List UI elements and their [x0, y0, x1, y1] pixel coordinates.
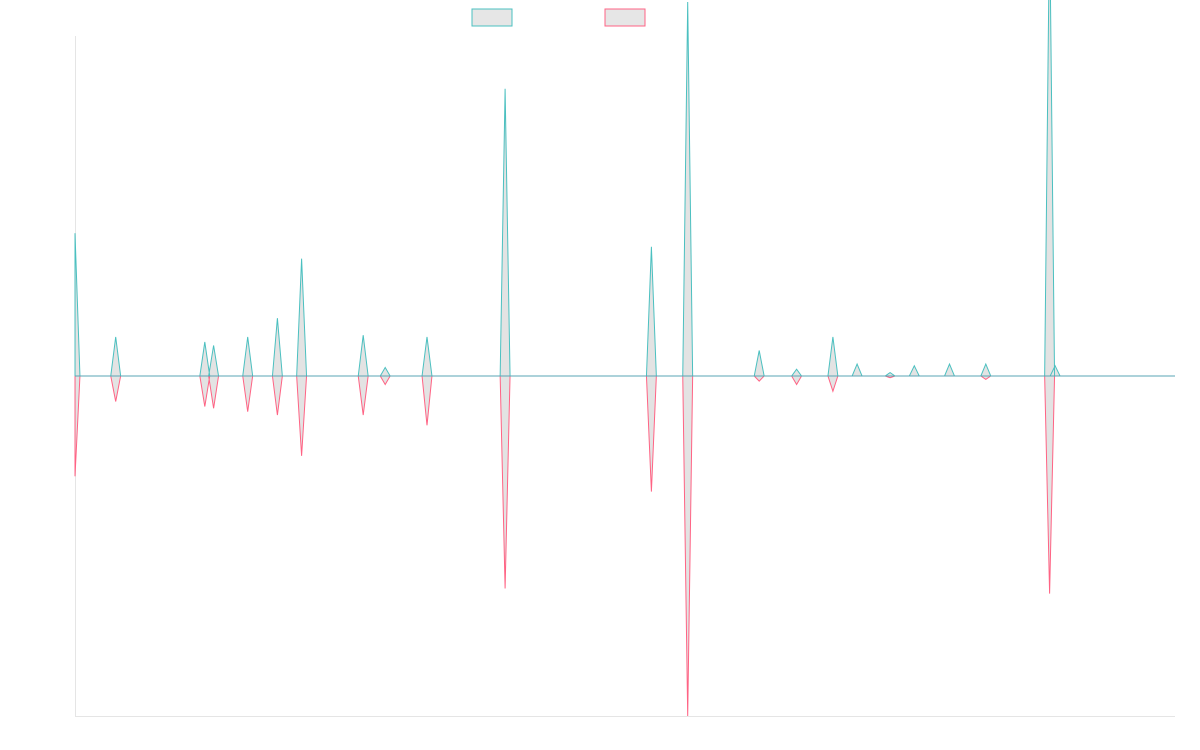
- series-2-point-11[interactable]: [503, 587, 507, 591]
- series-layer: [73, 0, 1175, 718]
- series-1-point-9[interactable]: [383, 366, 387, 370]
- legend-swatch-series-1: [471, 8, 513, 27]
- series-2-point-19[interactable]: [1048, 592, 1052, 596]
- series-2-point-7[interactable]: [300, 454, 304, 458]
- series-1-point-19[interactable]: [888, 371, 892, 375]
- series-2-point-14[interactable]: [757, 379, 761, 383]
- series-1-point-7[interactable]: [300, 257, 304, 261]
- series-1-point-8[interactable]: [361, 333, 365, 337]
- series-1-area: [75, 0, 1175, 376]
- series-2-point-15[interactable]: [795, 383, 799, 387]
- series-2: [73, 375, 1175, 718]
- series-2-point-2[interactable]: [114, 400, 118, 404]
- series-1-point-10[interactable]: [425, 335, 429, 339]
- legend-swatch-series-2: [604, 8, 646, 27]
- series-2-point-6[interactable]: [275, 413, 279, 417]
- series-1-point-24[interactable]: [1053, 364, 1057, 368]
- series-2-point-1[interactable]: [73, 474, 77, 478]
- plot-area: [73, 0, 1175, 718]
- series-2-point-16[interactable]: [831, 389, 835, 393]
- series-1-point-16[interactable]: [831, 335, 835, 339]
- series-2-point-13[interactable]: [686, 714, 690, 718]
- series-1-point-1[interactable]: [73, 231, 77, 235]
- series-2-area: [75, 376, 1175, 716]
- legend: [471, 8, 646, 27]
- series-1-point-11[interactable]: [503, 87, 507, 91]
- series-2-point-18[interactable]: [984, 377, 988, 381]
- series-2-line: [74, 375, 1175, 717]
- series-1-point-13[interactable]: [686, 0, 690, 4]
- series-2-point-8[interactable]: [361, 413, 365, 417]
- series-1-line: [74, 0, 1175, 377]
- series-1-point-14[interactable]: [757, 349, 761, 353]
- series-1-point-4[interactable]: [212, 343, 216, 347]
- series-1-point-22[interactable]: [984, 362, 988, 366]
- series-1-point-6[interactable]: [275, 316, 279, 320]
- series-2-point-4[interactable]: [212, 406, 216, 410]
- legend-item-series-1[interactable]: [471, 8, 513, 27]
- series-1-point-18[interactable]: [855, 362, 859, 366]
- series-1-point-20[interactable]: [912, 364, 916, 368]
- legend-item-series-2[interactable]: [604, 8, 646, 27]
- series-2-point-5[interactable]: [246, 410, 250, 414]
- series-2-point-12[interactable]: [649, 490, 653, 494]
- series-1: [73, 0, 1175, 377]
- series-1-point-21[interactable]: [948, 362, 952, 366]
- series-2-point-3[interactable]: [203, 405, 207, 409]
- series-1-point-5[interactable]: [246, 335, 250, 339]
- series-2-point-9[interactable]: [383, 383, 387, 387]
- series-1-point-12[interactable]: [649, 245, 653, 249]
- series-2-point-10[interactable]: [425, 423, 429, 427]
- series-1-point-3[interactable]: [203, 340, 207, 344]
- series-1-point-15[interactable]: [795, 367, 799, 371]
- series-1-point-2[interactable]: [114, 335, 118, 339]
